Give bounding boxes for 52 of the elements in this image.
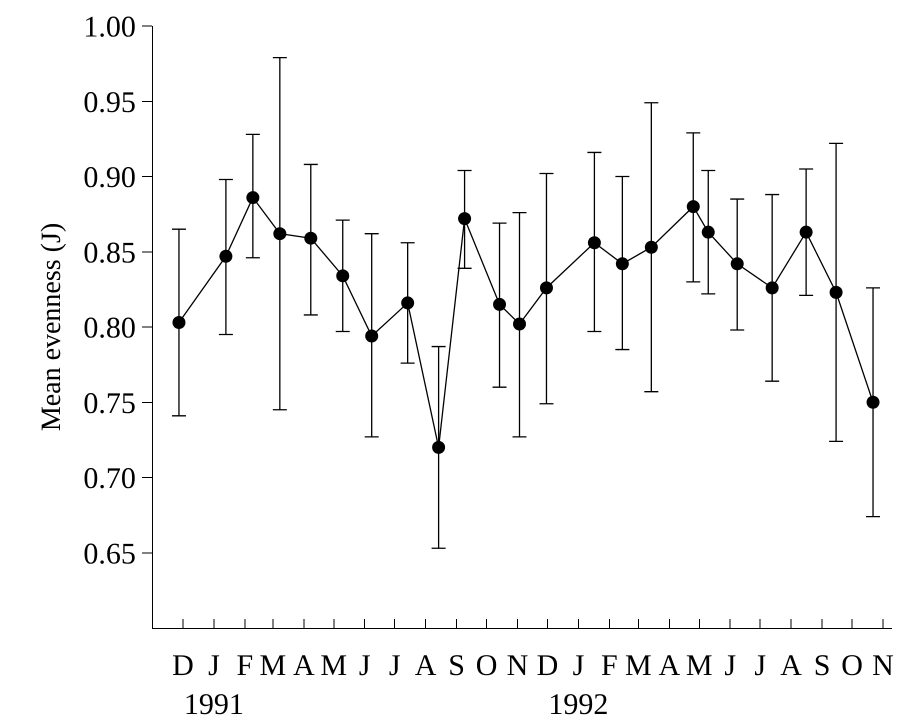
point xyxy=(513,317,526,330)
point xyxy=(730,257,744,270)
x-tick-label: O xyxy=(476,649,498,682)
x-tick-label: S xyxy=(814,649,830,682)
point xyxy=(540,281,553,294)
y-tick-label: 0.90 xyxy=(83,161,136,194)
point xyxy=(172,316,186,329)
x-tick-label: S xyxy=(448,649,465,682)
point xyxy=(336,269,350,282)
x-tick-label: J xyxy=(358,649,371,682)
y-tick-label: 0.75 xyxy=(83,386,136,420)
x-tick-label: A xyxy=(780,649,802,682)
point xyxy=(830,286,843,299)
x-tick-label: A xyxy=(292,649,315,682)
y-tick-label: 1.00 xyxy=(83,10,136,44)
point xyxy=(588,236,601,250)
x-tick-label: A xyxy=(658,649,680,682)
point xyxy=(616,257,629,270)
x-tick-label: M xyxy=(624,649,652,682)
point xyxy=(686,200,700,214)
point xyxy=(219,250,232,263)
point xyxy=(273,227,286,240)
y-tick-label: 0.70 xyxy=(83,462,136,495)
x-tick-label: N xyxy=(872,649,894,682)
point xyxy=(365,330,378,343)
y-tick-label: 0.85 xyxy=(83,236,136,270)
x-tick-label: M xyxy=(686,649,713,682)
point xyxy=(766,281,779,294)
point xyxy=(246,191,260,204)
point xyxy=(493,298,506,311)
point xyxy=(432,440,446,454)
y-tick-label: 0.65 xyxy=(83,537,136,570)
y-tick-label: 0.95 xyxy=(83,86,136,119)
x-tick-label: F xyxy=(601,649,618,682)
x-tick-label: O xyxy=(841,649,863,682)
x-tick-label: J xyxy=(388,649,401,682)
y-tick-label: 0.80 xyxy=(83,312,136,344)
x-tick-label: A xyxy=(414,649,437,682)
y-axis-title: Mean evenness (J) xyxy=(36,222,68,432)
x-tick-label: N xyxy=(506,649,528,682)
point xyxy=(401,296,414,310)
x-tick-label: J xyxy=(724,649,736,682)
x-tick-label: J xyxy=(754,649,766,682)
point xyxy=(800,226,813,239)
point xyxy=(644,240,658,254)
point xyxy=(702,226,715,239)
x-tick-label: M xyxy=(320,649,348,682)
x-tick-label: F xyxy=(236,649,254,682)
x-tick-label: M xyxy=(259,649,286,682)
point xyxy=(304,232,318,245)
point xyxy=(866,396,880,409)
point xyxy=(458,212,472,226)
